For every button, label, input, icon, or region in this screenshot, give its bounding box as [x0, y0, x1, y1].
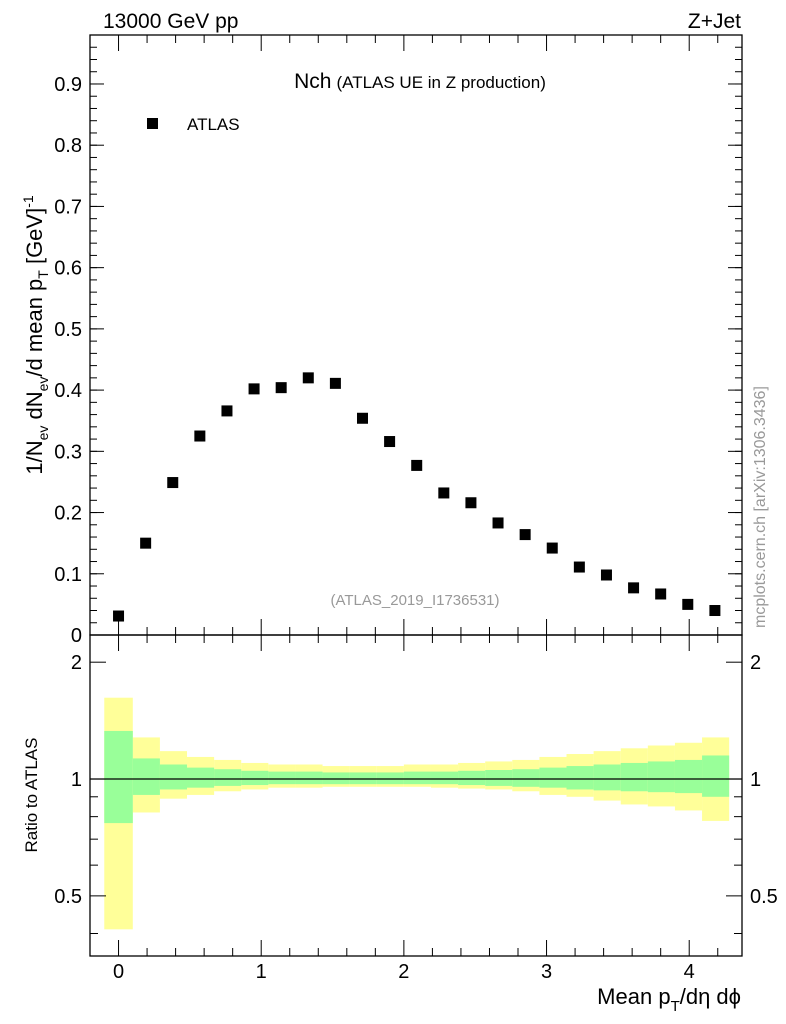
inner-band-bin: [241, 770, 269, 786]
inner-band-bin: [403, 771, 431, 785]
data-point: [709, 605, 721, 617]
ratio-plot-frame: [89, 634, 743, 957]
inner-band-bin: [376, 772, 404, 785]
inner-band-bin: [268, 771, 296, 785]
data-point: [384, 436, 396, 448]
data-point: [302, 372, 314, 384]
data-point: [546, 542, 558, 554]
inner-band-bin: [485, 770, 513, 786]
data-point: [356, 412, 368, 424]
ratio-y-tick-label-right: 2: [750, 652, 761, 674]
inner-band-bin: [620, 762, 648, 792]
inner-band-bin: [132, 758, 160, 795]
data-point: [655, 588, 667, 600]
x-tick-label: 2: [398, 961, 409, 983]
inner-band-bin: [104, 730, 133, 824]
x-tick-label: 4: [684, 961, 695, 983]
main-y-tick-label: 0.5: [54, 319, 82, 341]
inner-band-bin: [702, 755, 730, 797]
inner-band-bin: [458, 770, 486, 786]
x-tick-label: 3: [541, 961, 552, 983]
inner-band-bin: [322, 772, 350, 785]
inner-band-bin: [187, 767, 215, 788]
main-y-tick-label: 0: [71, 625, 82, 647]
inner-band-bin: [593, 764, 621, 791]
data-point: [519, 529, 531, 541]
uncertainty-bands: [104, 697, 730, 930]
data-point: [682, 598, 694, 610]
inner-band-bin: [674, 759, 703, 794]
x-tick-label: 0: [113, 961, 124, 983]
data-point: [465, 497, 477, 509]
data-point: [140, 537, 152, 549]
main-plot-panel: 0 0.1 0.2 0.3 0.4 0.5 0.6 0.7 0.8 0.9 Nch (ATLAS U…: [20, 34, 743, 647]
data-point: [600, 569, 612, 581]
data-point: [573, 561, 585, 573]
data-point: [194, 430, 206, 442]
data-point: [221, 405, 233, 417]
ratio-y-axis-label: Ratio to ATLAS: [22, 738, 41, 853]
data-point: [492, 517, 504, 529]
main-y-tick-label: 0.2: [54, 503, 82, 525]
ratio-ticks: 0.5 0.5 1 1 2 2 0 1 2 3 4: [54, 635, 778, 983]
process-label: Z+Jet: [688, 10, 741, 33]
main-y-tick-label: 0.1: [54, 564, 82, 586]
inner-band-bin: [647, 761, 675, 793]
data-point: [248, 383, 260, 395]
analysis-watermark: (ATLAS_2019_I1736531): [330, 592, 499, 609]
data-point: [329, 377, 341, 389]
main-y-tick-label: 0.8: [54, 135, 82, 157]
main-y-tick-label: 0.3: [54, 441, 82, 463]
ratio-y-tick-label: 2: [71, 652, 82, 674]
data-point: [411, 459, 423, 471]
ratio-y-tick-label-right: 0.5: [750, 886, 778, 908]
inner-band-bin: [430, 771, 459, 785]
main-y-tick-label: 0.7: [54, 196, 82, 218]
x-tick-label: 1: [256, 961, 267, 983]
main-y-tick-label: 0.6: [54, 258, 82, 280]
data-point: [167, 477, 179, 489]
data-point: [113, 610, 125, 622]
ratio-y-tick-label-right: 1: [750, 769, 761, 791]
inner-band-bin: [349, 772, 377, 785]
data-point: [275, 382, 287, 394]
inner-band-bin: [512, 769, 540, 787]
ratio-y-tick-label: 0.5: [54, 886, 82, 908]
main-y-ticks: 0 0.1 0.2 0.3 0.4 0.5 0.6 0.7 0.8 0.9: [54, 34, 742, 647]
main-y-axis-label: 1/Nev dNev/d mean pT [GeV]-1: [20, 195, 51, 475]
main-y-tick-label: 0.4: [54, 380, 82, 402]
inner-band-bin: [214, 769, 242, 786]
source-note: mcplots.cern.ch [arXiv:1306.3436]: [752, 386, 769, 628]
ratio-y-tick-label: 1: [71, 769, 82, 791]
data-points: [113, 372, 721, 622]
main-y-tick-label: 0.9: [54, 74, 82, 96]
data-point: [628, 582, 640, 594]
inner-band-bin: [566, 766, 594, 790]
legend-marker: [147, 118, 158, 129]
x-axis-label: Mean pT/dη dϕ: [597, 984, 741, 1015]
plot-title: Nch (ATLAS UE in Z production): [294, 70, 546, 93]
inner-band-bin: [295, 771, 323, 785]
ratio-plot-panel: 0.5 0.5 1 1 2 2 0 1 2 3 4 Ratio to ATLAS Mean pT/d…: [22, 634, 778, 1015]
inner-band-bin: [539, 767, 567, 788]
inner-band-bin: [159, 764, 188, 790]
energy-label: 13000 GeV pp: [103, 10, 238, 33]
data-point: [438, 487, 450, 499]
legend-label: ATLAS: [187, 115, 240, 134]
